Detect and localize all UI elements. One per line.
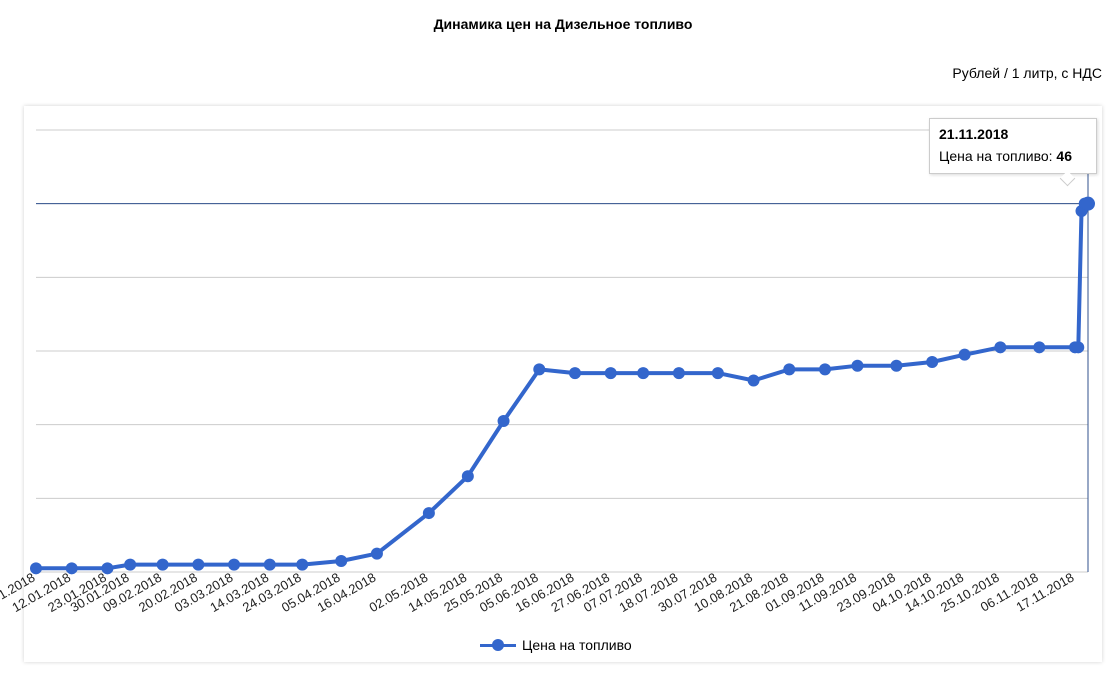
- tooltip-value: 46: [1056, 148, 1072, 164]
- data-point: [637, 367, 650, 380]
- data-point: [422, 507, 435, 520]
- data-point: [747, 374, 760, 387]
- data-point: [263, 558, 276, 571]
- x-axis-labels: 01.01.201812.01.201823.01.201830.01.2018…: [0, 570, 1077, 616]
- data-point: [335, 554, 348, 567]
- data-point: [192, 558, 205, 571]
- data-point: [296, 558, 309, 571]
- data-point: [958, 348, 971, 361]
- legend[interactable]: Цена на топливо: [480, 637, 632, 653]
- series-line: [36, 201, 1088, 571]
- units-label: Рублей / 1 литр, с НДС: [952, 65, 1102, 81]
- data-point: [819, 363, 831, 376]
- data-point: [851, 359, 864, 372]
- data-point: [497, 414, 510, 427]
- gridlines: [36, 120, 1089, 573]
- data-point: [568, 367, 581, 380]
- data-point: [101, 562, 114, 575]
- data-point: [370, 547, 383, 560]
- data-tooltip: 21.11.2018 Цена на топливо: 46: [929, 118, 1097, 174]
- series-points[interactable]: [30, 196, 1095, 575]
- data-point: [672, 367, 685, 380]
- data-point: [711, 367, 724, 380]
- data-point: [926, 356, 939, 369]
- chart-title: Динамика цен на Дизельное топливо: [433, 16, 693, 32]
- data-point: [890, 359, 903, 372]
- tooltip-body: Цена на топливо: 46: [939, 145, 1096, 167]
- tooltip-label: Цена на топливо:: [939, 148, 1057, 164]
- data-point: [30, 562, 42, 575]
- tooltip-date: 21.11.2018: [939, 126, 1009, 142]
- data-point: [604, 367, 617, 380]
- data-point: [124, 558, 137, 571]
- data-point: [533, 363, 546, 376]
- data-point: [1072, 341, 1085, 354]
- data-point: [994, 341, 1007, 354]
- data-point: [228, 558, 241, 571]
- chart-card: [24, 106, 1102, 662]
- data-point: [461, 470, 474, 483]
- data-point: [1033, 341, 1046, 354]
- data-point: [1081, 196, 1095, 211]
- legend-series-label: Цена на топливо: [522, 637, 632, 653]
- data-point: [783, 363, 796, 376]
- legend-swatch-icon: [480, 639, 516, 651]
- data-point: [65, 562, 78, 575]
- series-line-group[interactable]: [36, 201, 1088, 571]
- data-point: [156, 558, 169, 571]
